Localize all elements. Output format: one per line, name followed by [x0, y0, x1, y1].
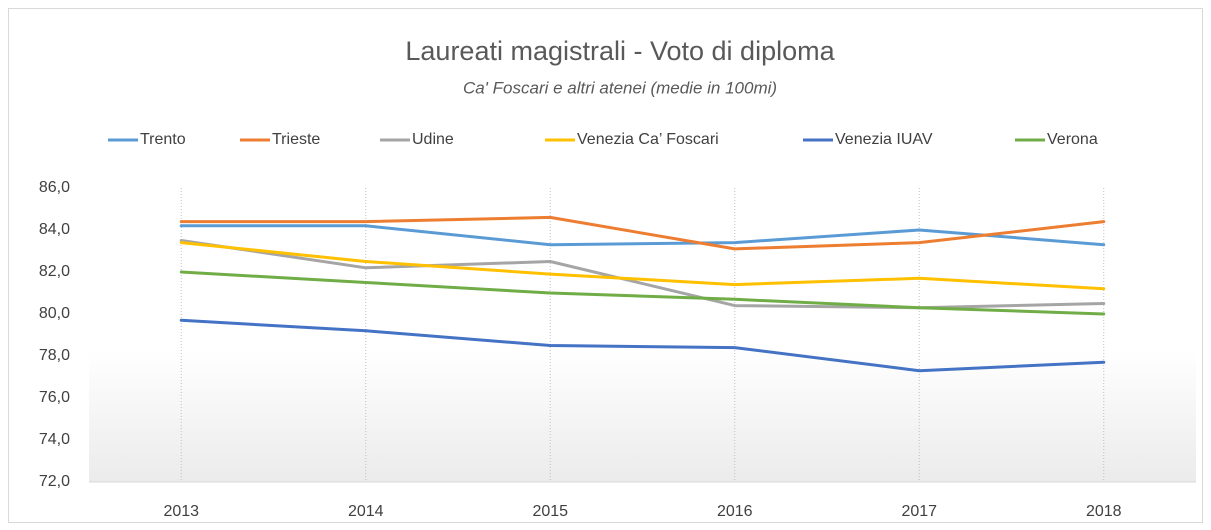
series-line [179, 224, 1106, 247]
x-tick-label: 2016 [717, 503, 753, 520]
y-tick-label: 80,0 [39, 305, 70, 322]
series-line [179, 241, 1106, 291]
x-tick-label: 2015 [532, 503, 568, 520]
series-line [179, 239, 1106, 310]
y-tick-label: 86,0 [39, 179, 70, 196]
y-tick-label: 72,0 [39, 473, 70, 490]
x-tick-label: 2018 [1086, 503, 1122, 520]
y-tick-label: 74,0 [39, 431, 70, 448]
x-tick-label: 2013 [163, 503, 199, 520]
legend-label: Trieste [272, 131, 320, 148]
y-tick-label: 82,0 [39, 263, 70, 280]
y-tick-label: 78,0 [39, 347, 70, 364]
y-tick-label: 84,0 [39, 221, 70, 238]
x-tick-label: 2014 [348, 503, 384, 520]
chart-subtitle: Ca' Foscari e altri atenei (medie in 100… [463, 78, 777, 97]
series-line [179, 270, 1106, 316]
legend-label: Trento [140, 131, 186, 148]
series-line [179, 318, 1106, 373]
x-tick-label: 2017 [901, 503, 937, 520]
legend-label: Venezia IUAV [835, 131, 933, 148]
legend-label: Udine [412, 131, 454, 148]
y-tick-label: 76,0 [39, 389, 70, 406]
legend-label: Verona [1047, 131, 1098, 148]
chart-title: Laureati magistrali - Voto di diploma [405, 36, 835, 66]
series-line [179, 215, 1106, 251]
legend-label: Venezia Ca’ Foscari [577, 131, 719, 148]
